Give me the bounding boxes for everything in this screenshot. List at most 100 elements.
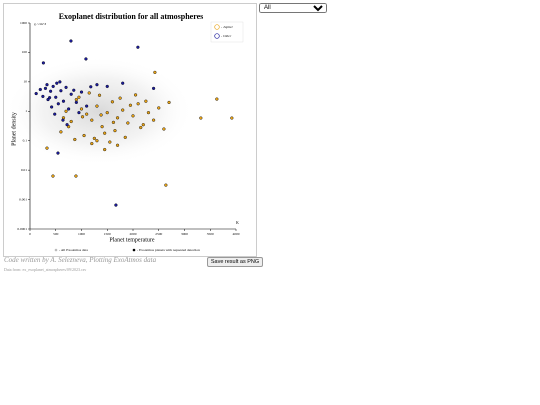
data-point [99, 113, 103, 117]
all-data-cloud [4, 56, 194, 166]
data-point [136, 102, 140, 106]
data-point [146, 111, 151, 115]
footer-legend-label: - All ExoAtmos data [59, 248, 88, 252]
x-tick-label: 1000 [78, 232, 85, 236]
data-point [136, 45, 140, 49]
data-point [48, 89, 53, 93]
data-point [131, 114, 135, 118]
data-point [121, 108, 125, 112]
data-point [59, 130, 63, 134]
data-point [82, 133, 86, 138]
data-point [45, 146, 49, 150]
data-point [90, 141, 94, 146]
data-point [72, 88, 76, 92]
data-point [95, 83, 99, 87]
x-tick-label: 4000 [233, 232, 240, 236]
chart-title: Exoplanet distribution for all atmospher… [59, 12, 204, 21]
data-point [69, 119, 73, 124]
data-point [41, 94, 45, 99]
data-point [126, 121, 130, 125]
chart: Exoplanet distribution for all atmospher… [3, 3, 257, 257]
x-tick-label: 1500 [104, 232, 111, 236]
data-point [74, 100, 78, 105]
data-point [152, 118, 156, 122]
data-point [152, 86, 156, 90]
data-point [105, 84, 109, 89]
data-point [74, 174, 78, 178]
x-unit: K [236, 220, 239, 225]
data-point [56, 102, 60, 106]
data-point [64, 109, 68, 113]
y-tick-label: 0.1 [23, 139, 28, 143]
x-tick-label: 2000 [130, 232, 137, 236]
y-tick-label: 10 [24, 80, 28, 84]
data-point [90, 118, 94, 122]
footer-legend-label: - ExoAtmos planets with requested detect… [137, 248, 200, 252]
data-point [89, 85, 93, 89]
data-point [105, 111, 109, 115]
save-button[interactable]: Save result as PNG [207, 257, 263, 267]
data-point [141, 123, 145, 127]
data-point [51, 84, 55, 89]
data-point [34, 91, 38, 96]
data-point [103, 131, 107, 135]
data-point [55, 81, 59, 85]
data-point [47, 96, 52, 100]
data-point [95, 104, 99, 108]
data-point [97, 93, 102, 97]
data-point [115, 116, 120, 120]
data-point [77, 111, 81, 115]
data-point [110, 100, 114, 104]
y-tick-label: 100 [22, 50, 28, 54]
data-point [67, 107, 71, 111]
data-point [61, 99, 66, 103]
data-point [43, 86, 48, 90]
legend-marker [214, 33, 220, 39]
data-point [199, 116, 203, 120]
data-point [167, 100, 171, 105]
legend-marker [214, 24, 220, 30]
data-point [69, 92, 73, 96]
data-point [103, 147, 107, 152]
y-tick-label: 0.0001 [17, 227, 27, 231]
data-source: Data from: ex_exoplanet_atmospheres/09/2… [4, 267, 87, 272]
y-axis-label: Planet density [11, 112, 17, 146]
x-tick-label: 3000 [181, 232, 188, 236]
data-point [153, 70, 157, 74]
data-point [114, 203, 118, 207]
data-point [58, 80, 62, 84]
data-point [80, 115, 85, 119]
data-point [84, 57, 88, 61]
data-point [144, 99, 148, 103]
data-point [53, 112, 57, 116]
data-point [108, 140, 112, 144]
data-point [50, 105, 54, 109]
data-point [215, 97, 219, 101]
data-point [157, 106, 161, 110]
data-point [121, 81, 125, 85]
data-point [54, 95, 58, 99]
data-point [41, 61, 45, 65]
data-point [100, 125, 104, 129]
data-point [123, 135, 127, 139]
data-point [87, 91, 91, 95]
data-point [65, 123, 69, 127]
data-point [115, 143, 120, 147]
data-point [162, 127, 166, 131]
data-point [77, 95, 81, 99]
x-tick-label: 0 [29, 232, 31, 236]
footer-legend-marker [132, 248, 136, 252]
atmosphere-select[interactable]: All [259, 3, 327, 13]
data-point [85, 104, 89, 108]
y-unit: g / cm^3 [34, 22, 46, 26]
data-point [111, 120, 116, 124]
data-point [73, 137, 77, 142]
x-tick-label: 500 [53, 232, 59, 236]
footer-legend-marker [54, 248, 58, 252]
data-point [51, 174, 55, 178]
y-tick-label: 1 [25, 109, 27, 113]
data-point [74, 97, 78, 102]
data-point [128, 103, 133, 107]
